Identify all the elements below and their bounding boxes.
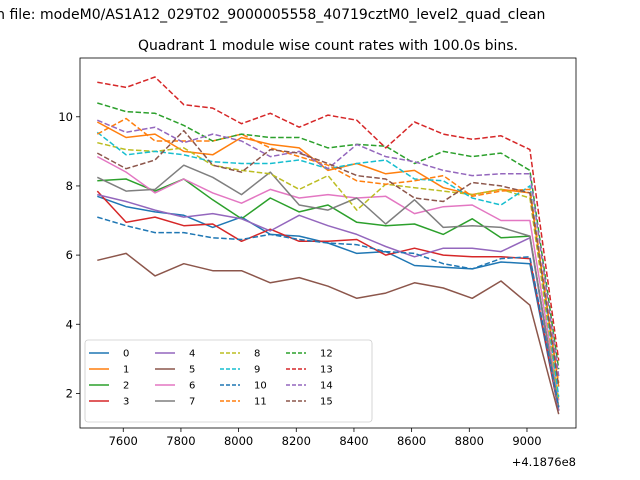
- legend-label-5: 5: [189, 365, 195, 376]
- series-line-1: [96, 121, 560, 387]
- x-tick-label: 8800: [455, 434, 484, 448]
- legend-label-10: 10: [254, 381, 267, 392]
- y-tick-label: 10: [58, 110, 73, 124]
- legend-label-13: 13: [320, 365, 333, 376]
- y-axis: 2 4 6 8 10: [58, 110, 80, 400]
- x-tick-label: 8000: [224, 434, 253, 448]
- series-line-10: [97, 216, 560, 408]
- legend-label-15: 15: [320, 397, 333, 408]
- y-tick-label: 4: [66, 317, 73, 331]
- x-tick-label: 8600: [397, 434, 426, 448]
- series-line-14: [97, 119, 560, 377]
- series-line-7: [96, 164, 560, 408]
- legend-label-14: 14: [320, 381, 333, 392]
- x-tick-label: 7800: [166, 434, 195, 448]
- y-tick-label: 2: [66, 386, 73, 400]
- legend-label-6: 6: [189, 381, 195, 392]
- legend-label-3: 3: [123, 397, 129, 408]
- series-line-6: [96, 155, 560, 401]
- series-line-15: [96, 129, 560, 387]
- legend-label-11: 11: [254, 397, 267, 408]
- y-tick-label: 6: [66, 248, 73, 262]
- series-line-12: [97, 102, 560, 370]
- legend-label-9: 9: [254, 365, 260, 376]
- figure-suptitle: In file: modeM0/AS1A12_029T02_9000005558…: [0, 7, 545, 23]
- x-offset-label: +4.1876e8: [512, 455, 576, 469]
- series-line-4: [97, 193, 560, 411]
- axes-frame: [79, 57, 577, 429]
- legend-label-1: 1: [123, 365, 129, 376]
- chart-title: Quadrant 1 module wise count rates with …: [138, 38, 518, 54]
- legend-label-0: 0: [123, 349, 129, 360]
- series-line-5: [97, 252, 560, 415]
- legend-label-8: 8: [254, 349, 260, 360]
- legend-label-7: 7: [189, 397, 195, 408]
- legend-label-2: 2: [123, 381, 129, 392]
- series-line-13: [97, 76, 560, 361]
- legend-label-4: 4: [189, 349, 195, 360]
- x-tick-label: 8200: [282, 434, 311, 448]
- x-axis: 7600 7800 8000 8200 8400 8600 8800 9000: [109, 428, 542, 448]
- x-tick-label: 7600: [109, 434, 138, 448]
- y-tick-label: 8: [66, 179, 73, 193]
- series-line-3: [96, 190, 560, 411]
- series-lines: [96, 76, 560, 415]
- x-tick-label: 8400: [339, 434, 368, 448]
- legend-label-12: 12: [320, 349, 333, 360]
- x-tick-label: 9000: [512, 434, 541, 448]
